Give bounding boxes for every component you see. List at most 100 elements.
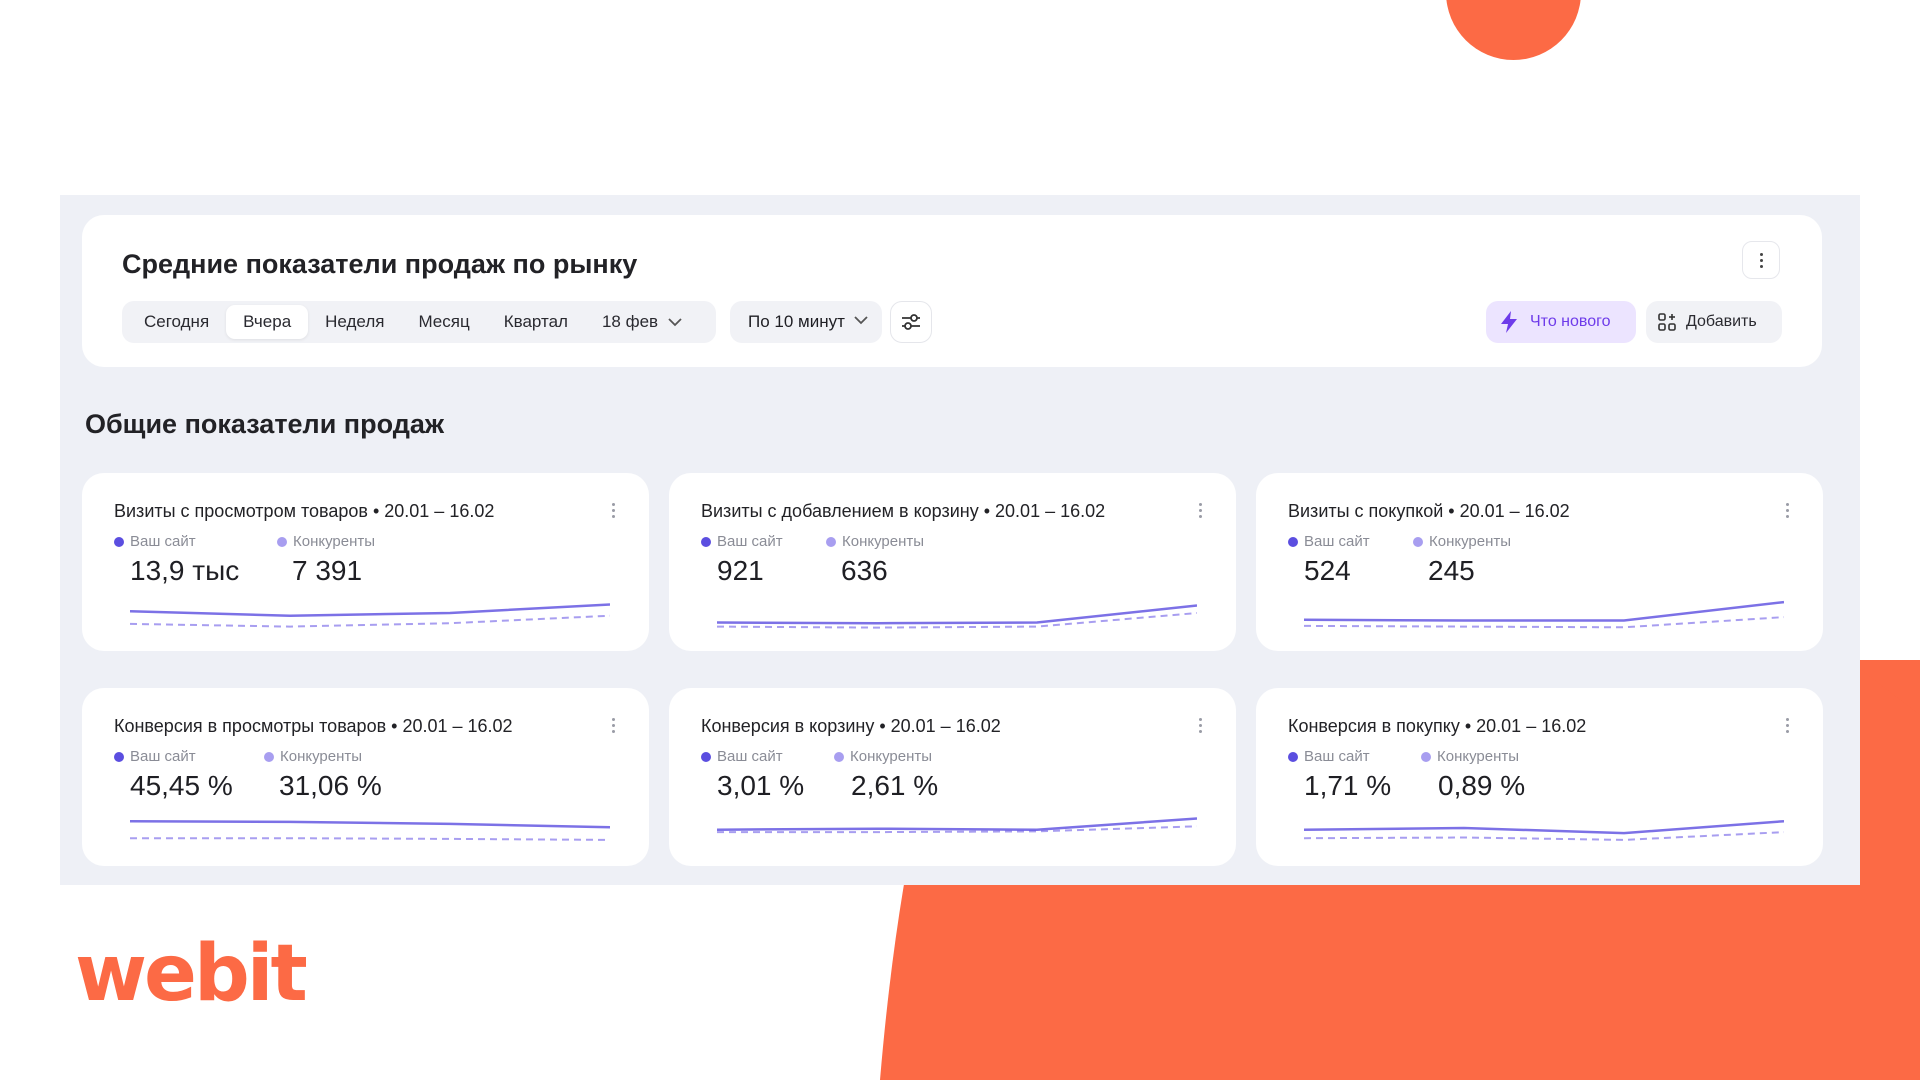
kebab-vertical-icon: [1759, 252, 1763, 268]
legend-label: Ваш сайт: [130, 533, 196, 550]
legend-label: Ваш сайт: [717, 748, 783, 765]
sparkline-chart: [717, 817, 1197, 834]
metric-title: Конверсия в корзину • 20.01 – 16.02: [701, 716, 1001, 736]
section-title: Общие показатели продаж: [85, 409, 445, 439]
legend-dot-competitors: [834, 751, 844, 762]
kebab-vertical-icon[interactable]: [612, 503, 615, 518]
legend-site: Ваш сайт: [114, 748, 196, 765]
metric-card-cart-conversion: Конверсия в корзину • 20.01 – 16.02 Ваш …: [669, 688, 1236, 866]
site-value: 13,9 тыс: [130, 555, 240, 586]
legend-dot-competitors: [826, 536, 836, 547]
legend-site: Ваш сайт: [701, 533, 783, 550]
competitor-series-line: [130, 614, 610, 628]
metric-title: Визиты с добавлением в корзину • 20.01 –…: [701, 501, 1106, 521]
legend-dot-site: [701, 536, 711, 547]
legend-dot-competitors: [1413, 536, 1423, 547]
legend-label: Конкуренты: [1437, 748, 1520, 765]
metric-title: Визиты с покупкой • 20.01 – 16.02: [1288, 501, 1570, 521]
date-picker-label: 18 фев: [601, 312, 659, 331]
period-today[interactable]: Сегодня: [144, 312, 210, 331]
legend-site: Ваш сайт: [114, 533, 196, 550]
legend-site: Ваш сайт: [701, 748, 783, 765]
site-series-line: [717, 604, 1197, 625]
header-more-button[interactable]: [1742, 241, 1780, 279]
kebab-vertical-icon[interactable]: [612, 718, 615, 733]
add-widget-label: Добавить: [1686, 313, 1757, 330]
site-series-line: [717, 817, 1197, 831]
sparkline-chart: [1304, 819, 1784, 841]
legend-dot-competitors: [264, 751, 274, 762]
chevron-down-icon: [668, 318, 682, 327]
kebab-vertical-icon[interactable]: [1786, 503, 1789, 518]
metric-card-add-to-cart: Визиты с добавлением в корзину • 20.01 –…: [669, 473, 1236, 651]
legend-dot-competitors: [277, 536, 287, 547]
legend-dot-site: [114, 751, 124, 762]
legend-competitors: Конкуренты: [834, 748, 932, 765]
metric-card-view-conversion: Конверсия в просмотры товаров • 20.01 – …: [82, 688, 649, 866]
legend-site: Ваш сайт: [1288, 533, 1370, 550]
legend-label: Ваш сайт: [717, 533, 783, 550]
legend-competitors: Конкуренты: [264, 748, 362, 765]
legend-label: Конкуренты: [1429, 533, 1512, 550]
metric-card-product-views: Визиты с просмотром товаров • 20.01 – 16…: [82, 473, 649, 651]
legend-dot-competitors: [1421, 751, 1431, 762]
site-series-line: [1304, 819, 1784, 835]
filter-settings-button[interactable]: [890, 301, 932, 343]
legend-label: Конкуренты: [293, 533, 376, 550]
legend-label: Ваш сайт: [130, 748, 196, 765]
legend-dot-site: [701, 751, 711, 762]
widgets-add-icon: [1658, 313, 1676, 331]
metric-title: Визиты с просмотром товаров • 20.01 – 16…: [114, 501, 495, 521]
competitor-value: 0,89 %: [1438, 770, 1526, 801]
add-widget-button[interactable]: Добавить: [1646, 301, 1782, 343]
site-value: 524: [1304, 555, 1351, 586]
period-quarter[interactable]: Квартал: [503, 312, 568, 331]
legend-dot-site: [1288, 536, 1298, 547]
metric-card-purchases: Визиты с покупкой • 20.01 – 16.02 Ваш са…: [1256, 473, 1823, 651]
legend-competitors: Конкуренты: [1413, 533, 1511, 550]
legend-site: Ваш сайт: [1288, 748, 1370, 765]
site-value: 921: [717, 555, 764, 586]
period-week[interactable]: Неделя: [325, 312, 385, 331]
site-series-line: [130, 603, 610, 617]
chevron-down-icon: [854, 316, 868, 325]
kebab-vertical-icon[interactable]: [1199, 718, 1202, 733]
competitor-series-line: [130, 837, 610, 841]
period-yesterday[interactable]: Вчера: [226, 305, 309, 339]
site-value: 45,45 %: [130, 770, 233, 801]
page-title: Средние показатели продаж по рынку: [122, 249, 638, 279]
interval-select[interactable]: По 10 минут: [730, 301, 882, 343]
whats-new-button[interactable]: Что нового: [1486, 301, 1636, 343]
sparkline-chart: [1304, 600, 1784, 629]
date-picker[interactable]: 18 фев: [585, 305, 699, 339]
legend-competitors: Конкуренты: [826, 533, 924, 550]
kebab-vertical-icon[interactable]: [1786, 718, 1789, 733]
legend-dot-site: [114, 536, 124, 547]
legend-label: Конкуренты: [850, 748, 933, 765]
competitor-value: 31,06 %: [279, 770, 382, 801]
decorative-circle: [1446, 0, 1581, 60]
site-value: 1,71 %: [1304, 770, 1392, 801]
competitor-series-line: [1304, 616, 1784, 629]
legend-label: Ваш сайт: [1304, 533, 1370, 550]
period-selector: Сегодня Вчера Неделя Месяц Квартал 18 фе…: [122, 301, 716, 343]
sparkline-chart: [130, 603, 610, 628]
legend-competitors: Конкуренты: [277, 533, 375, 550]
whats-new-label: Что нового: [1530, 313, 1611, 330]
kebab-vertical-icon[interactable]: [1199, 503, 1202, 518]
metric-card-purchase-conversion: Конверсия в покупку • 20.01 – 16.02 Ваш …: [1256, 688, 1823, 866]
period-month[interactable]: Месяц: [418, 312, 470, 331]
competitor-series-line: [717, 825, 1197, 834]
sparkline-chart: [130, 819, 610, 841]
webit-logo: webit: [75, 930, 310, 1010]
competitor-value: 636: [841, 555, 888, 586]
legend-label: Конкуренты: [280, 748, 363, 765]
decorative-orange-wedge: [1855, 665, 1920, 915]
competitor-value: 7 391: [292, 555, 363, 586]
competitor-value: 2,61 %: [851, 770, 939, 801]
header-card: Средние показатели продаж по рынку Сегод…: [82, 215, 1822, 367]
metric-title: Конверсия в просмотры товаров • 20.01 – …: [114, 716, 513, 736]
legend-label: Ваш сайт: [1304, 748, 1370, 765]
site-series-line: [1304, 600, 1784, 622]
sparkline-chart: [717, 604, 1197, 629]
